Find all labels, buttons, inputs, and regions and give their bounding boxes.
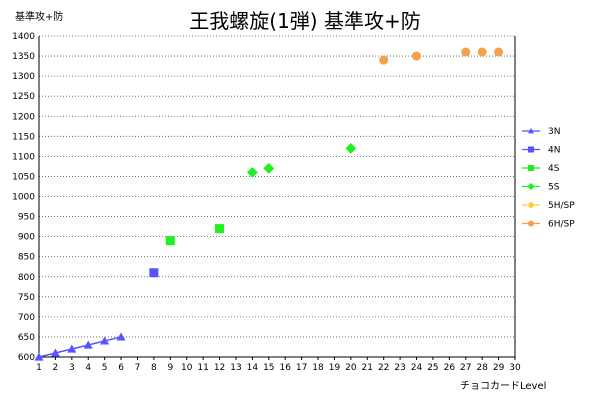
x-tick-label: 15 <box>263 363 274 373</box>
x-tick-label: 24 <box>411 363 423 373</box>
x-tick-label: 19 <box>329 363 341 373</box>
x-tick-label: 22 <box>378 363 389 373</box>
axes <box>38 36 516 360</box>
x-tick-label: 7 <box>135 363 141 373</box>
series-line <box>38 336 122 358</box>
data-point <box>412 51 422 61</box>
legend: 3N 4N 4S 5S 5H/SP 6H/SP <box>522 127 575 230</box>
y-tick-label: 1200 <box>12 112 35 122</box>
y-tick-label: 700 <box>18 313 35 323</box>
data-point <box>345 142 357 154</box>
data-point <box>246 167 258 178</box>
x-axis-label: チョコカードLevel <box>460 380 546 392</box>
x-tick-label: 25 <box>427 363 438 373</box>
grid <box>39 35 515 338</box>
series-6hsp <box>379 47 504 65</box>
x-tick-label: 17 <box>296 363 307 373</box>
y-tick-label: 600 <box>18 353 35 363</box>
data-point <box>379 55 389 65</box>
legend-marker <box>527 182 535 191</box>
y-tick-label: 800 <box>18 273 35 283</box>
data-point <box>215 224 225 234</box>
x-tick-label: 4 <box>85 363 91 373</box>
series-5s <box>246 142 357 178</box>
x-tick-label: 16 <box>279 363 291 373</box>
y-axis-label: 基準攻+防 <box>15 10 63 23</box>
data-point <box>50 348 60 357</box>
chart-title: 王我螺旋(1弾) 基準攻+防 <box>189 9 420 33</box>
x-tick-label: 21 <box>362 363 373 373</box>
x-tick-label: 9 <box>167 363 173 373</box>
x-tick-label: 8 <box>151 363 157 373</box>
x-tick-label: 30 <box>509 363 521 373</box>
x-tick-label: 14 <box>247 363 259 373</box>
y-tick-label: 1050 <box>12 172 35 182</box>
data-point <box>165 236 175 246</box>
y-tick-label: 900 <box>18 233 35 243</box>
legend-label: 5H/SP <box>548 201 575 211</box>
x-tick-label: 29 <box>493 363 505 373</box>
data-point <box>477 47 487 57</box>
data-point <box>461 47 471 57</box>
x-tick-label: 23 <box>394 363 405 373</box>
data-point <box>116 332 126 341</box>
y-tick-labels: 600 650 700 750 800 850 900 950 1000 1050 1100 1150… <box>12 32 35 363</box>
x-tick-label: 20 <box>345 363 357 373</box>
legend-marker <box>528 220 534 227</box>
legend-label: 5S <box>548 183 560 193</box>
x-tick-label: 26 <box>444 363 456 373</box>
x-tick-label: 18 <box>312 363 324 373</box>
y-tick-label: 1400 <box>12 32 35 42</box>
y-tick-label: 1250 <box>12 92 35 102</box>
y-tick-label: 1300 <box>12 72 35 82</box>
y-tick-label: 1350 <box>12 52 35 62</box>
data-point <box>494 47 504 57</box>
legend-marker <box>528 146 534 153</box>
legend-label: 3N <box>548 127 560 137</box>
y-tick-label: 1000 <box>12 193 35 203</box>
legend-marker <box>528 128 534 134</box>
y-tick-label: 1150 <box>12 132 35 142</box>
series-layer <box>34 47 504 361</box>
data-point <box>263 163 275 174</box>
legend-label: 4N <box>548 146 560 156</box>
x-tick-label: 28 <box>476 363 488 373</box>
x-tick-label: 11 <box>197 363 208 373</box>
x-tick-label: 27 <box>460 363 471 373</box>
legend-label: 6H/SP <box>548 220 575 230</box>
y-tick-label: 950 <box>18 213 35 223</box>
x-tick-label: 6 <box>118 363 124 373</box>
y-tick-label: 750 <box>18 293 35 303</box>
x-tick-label: 13 <box>230 363 241 373</box>
data-point <box>34 352 44 361</box>
legend-label: 4S <box>548 164 560 174</box>
series-4n <box>149 268 159 278</box>
x-tick-label: 10 <box>181 363 193 373</box>
x-tick-label: 5 <box>102 363 108 373</box>
data-point <box>83 340 93 349</box>
y-tick-label: 650 <box>18 333 35 343</box>
y-tick-label: 1100 <box>12 152 35 162</box>
x-tick-labels: 1 2 3 4 5 6 7 8 9 10 11 12 13 14 15 16 17 18 19 20 21 22 23 24 2… <box>36 363 521 373</box>
x-tick-label: 12 <box>214 363 225 373</box>
legend-marker <box>528 165 534 171</box>
x-tick-label: 2 <box>53 363 59 373</box>
series-4s <box>165 224 225 246</box>
y-tick-label: 850 <box>18 253 35 263</box>
data-point <box>67 344 77 353</box>
data-point <box>100 336 110 345</box>
x-tick-label: 1 <box>36 363 42 373</box>
series-3n <box>34 332 126 361</box>
x-tick-label: 3 <box>69 363 75 373</box>
legend-marker <box>527 201 535 209</box>
data-point <box>149 268 159 278</box>
